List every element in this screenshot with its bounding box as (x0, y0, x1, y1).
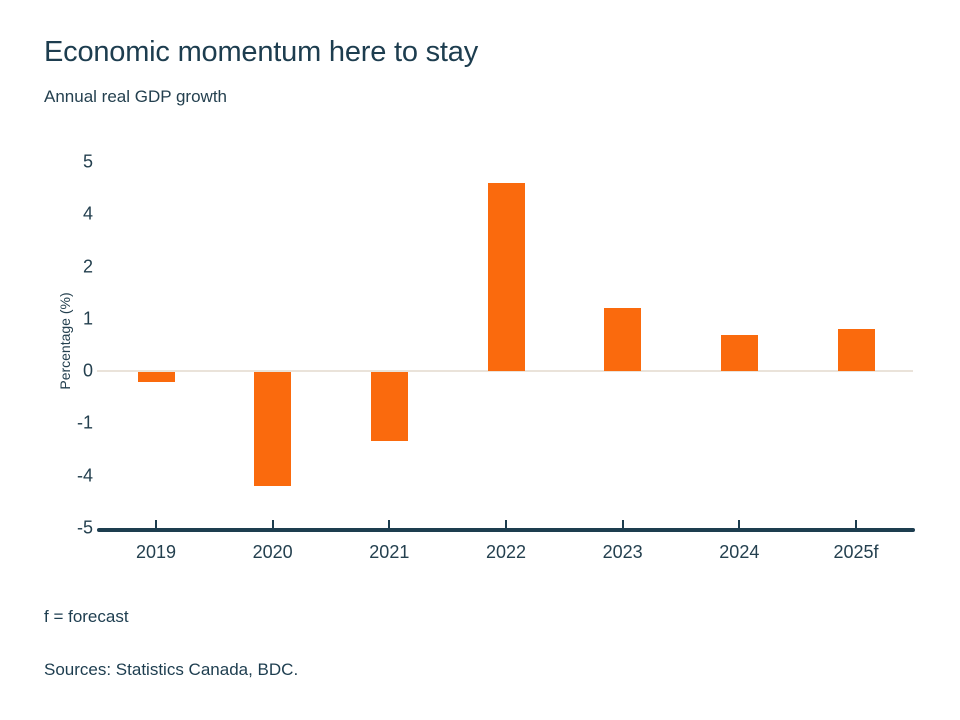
bar-2020 (254, 372, 292, 487)
y-tick-label: 4 (82, 203, 93, 224)
zero-gridline (97, 370, 913, 373)
x-tick-mark (155, 520, 157, 528)
chart-title: Economic momentum here to stay (44, 36, 479, 68)
y-tick-label: 5 (82, 151, 93, 172)
sources-note: Sources: Statistics Canada, BDC. (44, 660, 299, 679)
x-tick-mark (855, 520, 857, 528)
bar-2024 (720, 334, 758, 372)
x-tick-label: 2019 (135, 542, 177, 562)
forecast-note: f = forecast (44, 607, 129, 626)
y-tick-label: 0 (82, 360, 93, 381)
x-tick-label: 2025f (833, 542, 879, 562)
bar-2019 (137, 372, 175, 382)
x-tick-mark (271, 520, 274, 528)
x-tick-label: 2023 (602, 542, 643, 562)
x-tick-mark (621, 520, 624, 528)
y-tick-label: 1 (82, 308, 93, 329)
x-tick-label: 2024 (719, 542, 760, 562)
y-tick-label: -5 (76, 517, 93, 538)
x-tick-mark (738, 520, 741, 528)
bar-2021 (370, 372, 408, 441)
x-axis-line (97, 528, 915, 532)
x-tick-label: 2022 (485, 542, 527, 562)
x-tick-mark (388, 520, 391, 528)
x-tick-mark (505, 520, 507, 528)
y-tick-label: -4 (76, 465, 93, 486)
y-tick-label: 2 (82, 256, 93, 277)
bar-2023 (604, 308, 642, 372)
x-tick-label: 2020 (252, 542, 293, 562)
bar-2022 (487, 182, 525, 372)
x-tick-label: 2021 (369, 542, 410, 562)
chart-subtitle: Annual real GDP growth (44, 87, 228, 106)
y-tick-label: -1 (76, 412, 93, 433)
bar-2025f (837, 329, 875, 372)
